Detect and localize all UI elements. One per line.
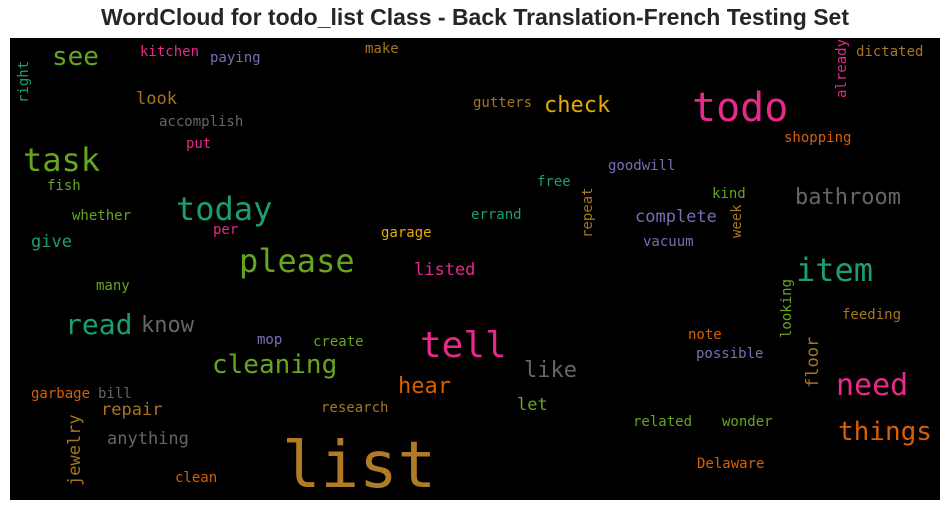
word-related: related <box>633 414 692 430</box>
word-errand: errand <box>471 207 522 223</box>
word-put: put <box>186 136 211 152</box>
word-clean: clean <box>175 470 217 486</box>
word-today: today <box>176 190 272 228</box>
word-todo: todo <box>692 85 788 131</box>
word-listed: listed <box>414 260 475 280</box>
word-already: already <box>834 39 850 98</box>
word-feeding: feeding <box>842 307 901 323</box>
word-tell: tell <box>420 325 507 366</box>
word-gutters: gutters <box>473 95 532 111</box>
word-hear: hear <box>398 374 451 399</box>
word-note: note <box>688 327 722 343</box>
word-per: per <box>213 222 238 238</box>
word-things: things <box>838 417 932 447</box>
wordcloud-svg: list todo tell please today task item need clean… <box>16 39 932 500</box>
word-look: look <box>136 89 177 109</box>
word-let: let <box>517 395 548 415</box>
word-kitchen: kitchen <box>140 44 199 60</box>
word-repeat: repeat <box>580 187 596 238</box>
word-paying: paying <box>210 50 261 66</box>
word-list: list <box>282 429 436 500</box>
word-task: task <box>23 141 100 179</box>
word-whether: whether <box>72 208 131 224</box>
word-week: week <box>729 204 745 238</box>
word-like: like <box>524 358 577 383</box>
word-create: create <box>313 334 364 350</box>
word-vacuum: vacuum <box>643 234 694 250</box>
word-goodwill: goodwill <box>608 158 675 174</box>
word-item: item <box>796 251 873 289</box>
chart-title: WordCloud for todo_list Class - Back Tra… <box>100 4 850 30</box>
word-mop: mop <box>257 332 282 348</box>
word-right: right <box>16 61 32 103</box>
word-fish: fish <box>47 178 81 194</box>
word-accomplish: accomplish <box>159 114 243 130</box>
word-garbage: garbage <box>31 386 90 402</box>
word-read: read <box>65 308 132 341</box>
word-bathroom: bathroom <box>795 185 901 210</box>
word-jewelry: jewelry <box>65 414 85 486</box>
word-delaware: Delaware <box>697 456 764 472</box>
word-complete: complete <box>635 207 717 227</box>
word-free: free <box>537 174 571 190</box>
word-need: need <box>836 368 908 403</box>
word-check: check <box>544 93 610 118</box>
word-possible: possible <box>696 346 763 362</box>
word-anything: anything <box>107 429 189 449</box>
word-floor: floor <box>803 337 823 388</box>
word-dictated: dictated <box>856 44 923 60</box>
word-many: many <box>96 278 130 294</box>
word-wonder: wonder <box>722 414 773 430</box>
word-give: give <box>31 232 72 252</box>
word-looking: looking <box>779 279 795 338</box>
word-bill: bill <box>98 386 132 402</box>
word-know: know <box>141 313 195 338</box>
word-make: make <box>365 41 399 57</box>
word-garage: garage <box>381 225 432 241</box>
word-cleaning: cleaning <box>212 350 337 380</box>
word-please: please <box>239 242 355 280</box>
word-research: research <box>321 400 388 416</box>
word-shopping: shopping <box>784 130 851 146</box>
word-repair: repair <box>101 400 162 420</box>
wordcloud-canvas: list todo tell please today task item need clean… <box>10 38 940 500</box>
word-kind: kind <box>712 186 746 202</box>
word-see: see <box>52 42 99 72</box>
